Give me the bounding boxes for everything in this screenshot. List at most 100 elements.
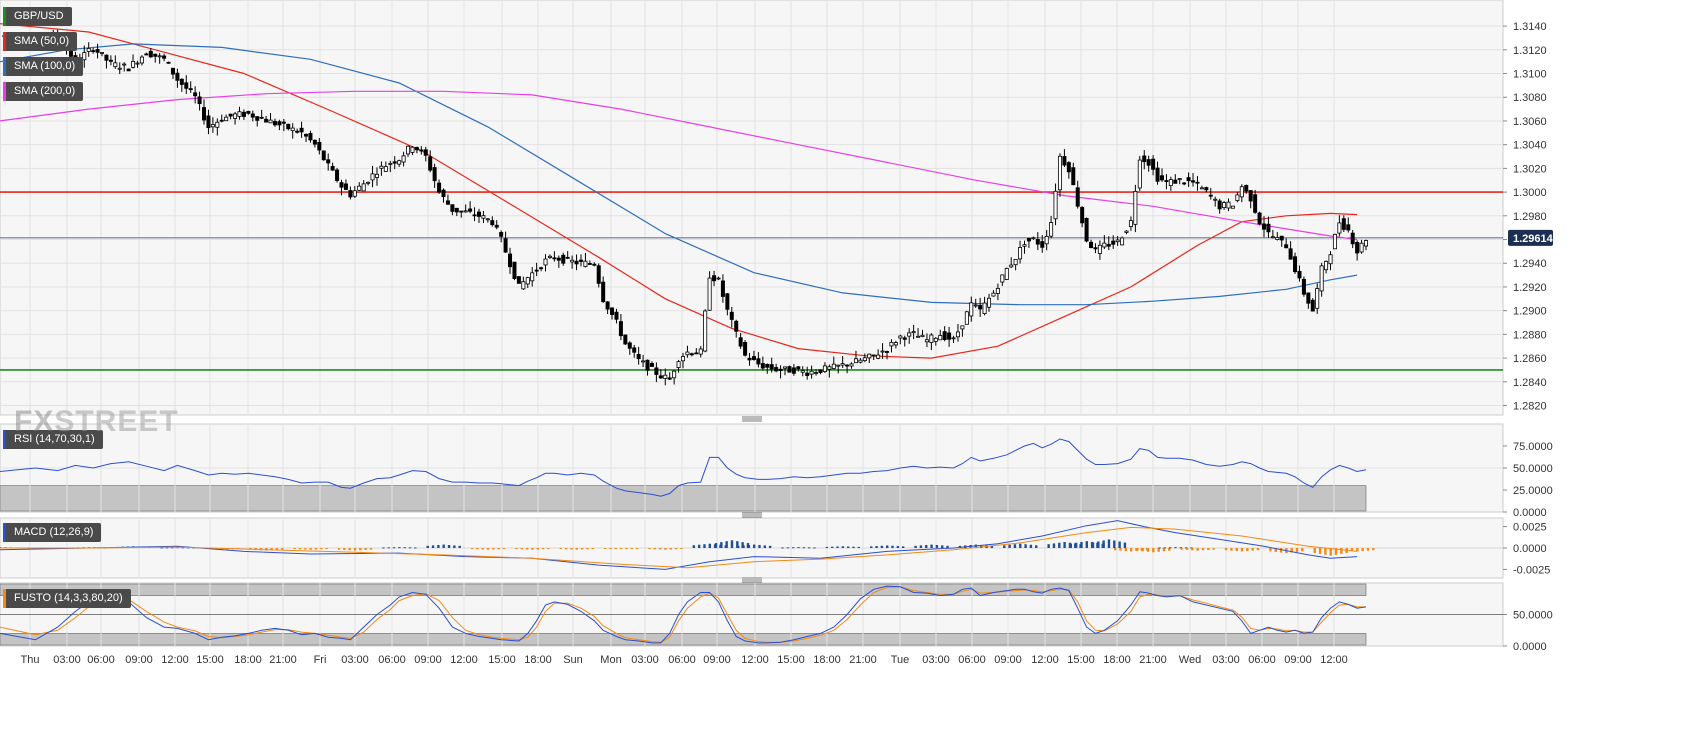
candle-body: [787, 366, 792, 373]
macd-histogram-bar: [1230, 548, 1233, 551]
macd-histogram-bar: [725, 541, 728, 548]
symbol-text: GBP/USD: [14, 10, 64, 22]
macd-histogram-bar: [575, 548, 578, 550]
macd-signal-line: [0, 526, 1358, 569]
x-tick-label: 18:00: [1103, 654, 1131, 666]
x-tick-label: 12:00: [1320, 654, 1348, 666]
candle-body: [836, 364, 841, 367]
candle-body: [1124, 230, 1129, 233]
candle-body: [539, 267, 544, 270]
macd-histogram-bar: [857, 546, 861, 548]
candle-body: [978, 305, 983, 310]
candle-body: [1186, 177, 1191, 182]
candle-body: [867, 353, 872, 359]
candle-body: [139, 56, 144, 64]
rsi-label[interactable]: RSI (14,70,30,1): [3, 430, 103, 449]
fusto-label[interactable]: FUSTO (14,3,3,80,20): [3, 589, 131, 608]
macd-histogram-bar: [1085, 541, 1088, 548]
macd-histogram-bar: [293, 548, 296, 550]
candle-body: [889, 341, 894, 347]
macd-histogram-bar: [470, 548, 474, 550]
candle-body: [902, 337, 907, 340]
candle-body: [1044, 235, 1049, 245]
macd-histogram-bar: [1240, 548, 1244, 552]
macd-histogram-bar: [935, 544, 939, 548]
candle-body: [862, 357, 867, 362]
macd-histogram-bar: [1196, 548, 1199, 551]
candle-body: [175, 72, 180, 81]
candle-body: [1350, 232, 1355, 245]
macd-histogram-bar: [653, 548, 657, 550]
macd-histogram-bar: [625, 548, 628, 549]
macd-histogram-bar: [431, 545, 435, 548]
candle-body: [374, 173, 379, 178]
candle-body: [241, 111, 246, 117]
candle-body: [596, 265, 601, 284]
candle-body: [392, 161, 397, 164]
macd-text: MACD (12,26,9): [14, 526, 94, 538]
macd-histogram-bar: [1361, 548, 1364, 552]
macd-histogram-bar: [763, 545, 767, 548]
candle-body: [880, 350, 885, 353]
x-tick-label: 21:00: [1139, 654, 1167, 666]
candle-body: [1146, 159, 1151, 166]
macd-histogram-bar: [630, 548, 633, 549]
candle-body: [1173, 179, 1178, 184]
candle-body: [530, 272, 535, 282]
macd-histogram-bar: [846, 546, 850, 548]
sma50-label[interactable]: SMA (50,0): [3, 32, 78, 51]
candle-body: [272, 121, 277, 126]
macd-histogram-bar: [1123, 542, 1127, 548]
candle-body: [920, 334, 925, 338]
macd-histogram-bar: [714, 543, 718, 548]
price-tick-label: 1.2860: [1513, 353, 1547, 365]
fxstreet-watermark: FXSTREET: [14, 405, 179, 439]
candle-body: [233, 113, 238, 119]
macd-histogram-bar: [1008, 544, 1011, 548]
macd-histogram-bar: [564, 548, 568, 550]
macd-histogram-bar: [813, 547, 816, 549]
candle-body: [707, 277, 712, 311]
macd-histogram-bar: [1329, 548, 1332, 556]
macd-histogram-bar: [1334, 548, 1338, 555]
candle-body: [933, 337, 938, 342]
macd-histogram-bar: [870, 546, 873, 548]
candle-body: [1040, 241, 1045, 248]
macd-histogram-bar: [1047, 544, 1050, 548]
macd-histogram-bar: [1124, 548, 1128, 552]
macd-histogram-bar: [298, 548, 302, 550]
candle-body: [1337, 222, 1342, 234]
candle-body: [893, 342, 898, 346]
symbol-label[interactable]: GBP/USD: [3, 7, 72, 26]
candle-body: [91, 50, 96, 52]
candle-body: [738, 337, 743, 347]
candle-body: [987, 297, 992, 308]
sma100-text: SMA (100,0): [14, 60, 76, 72]
macd-histogram-bar: [580, 548, 584, 550]
sma100-label[interactable]: SMA (100,0): [3, 57, 84, 76]
x-tick-label: Fri: [314, 654, 327, 666]
candle-body: [1133, 190, 1138, 225]
candle-body: [1204, 187, 1209, 191]
candle-body: [1182, 182, 1187, 185]
candle-body: [814, 372, 819, 374]
candle-body: [720, 280, 725, 297]
candle-body: [1364, 240, 1369, 247]
macd-histogram-bar: [635, 548, 639, 549]
candle-body: [108, 59, 113, 62]
macd-histogram-bar: [1191, 548, 1194, 551]
candle-body: [1137, 159, 1142, 189]
macd-histogram-bar: [791, 547, 795, 549]
macd-label[interactable]: MACD (12,26,9): [3, 523, 102, 542]
macd-histogram-bar: [1129, 548, 1133, 552]
candle-body: [184, 82, 189, 89]
macd-histogram-bar: [453, 545, 456, 548]
macd-histogram-bar: [458, 545, 461, 548]
candle-body: [587, 263, 592, 265]
candle-body: [188, 88, 193, 91]
price-tick-label: 1.3020: [1513, 163, 1547, 175]
sma200-text: SMA (200,0): [14, 85, 76, 97]
sma200-label[interactable]: SMA (200,0): [3, 82, 84, 101]
macd-histogram-bar: [304, 548, 307, 550]
